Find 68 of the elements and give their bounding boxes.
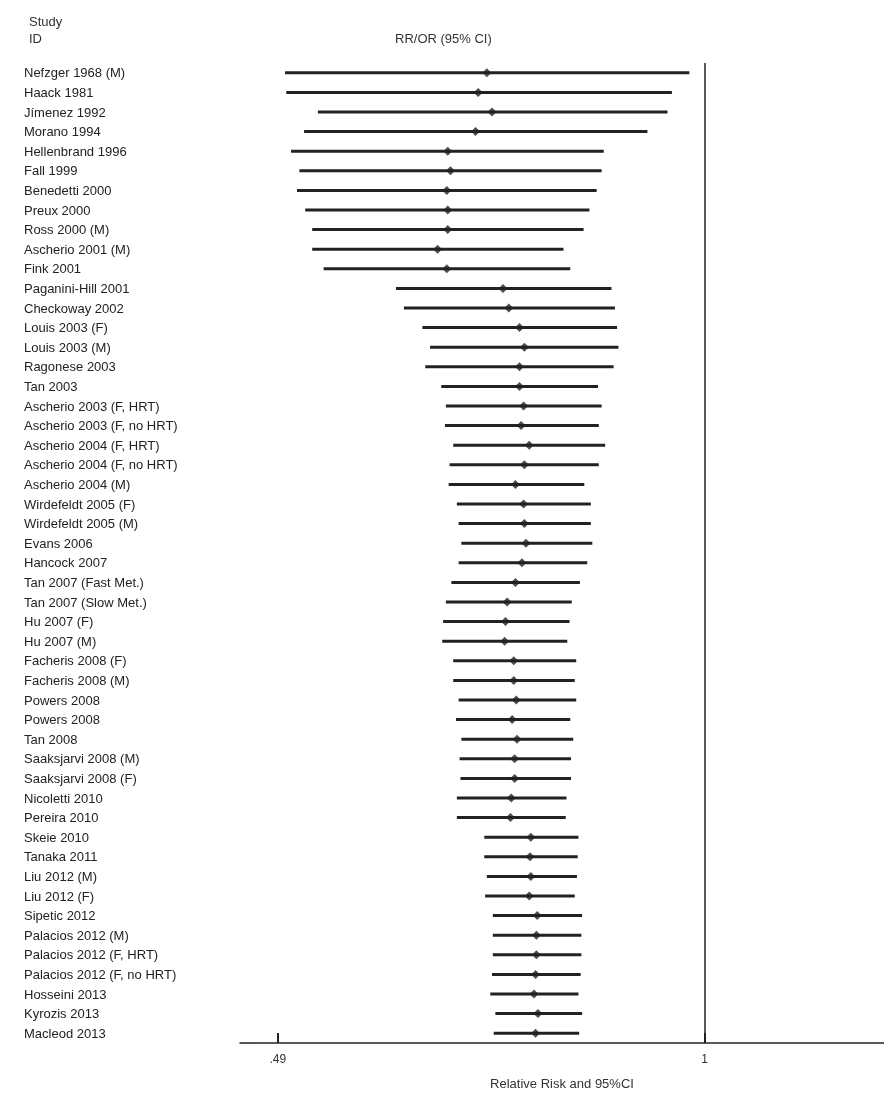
y-tick-label: Wirdefeldt 2005 (M) <box>24 516 139 532</box>
y-tick-label: Ascherio 2004 (F, no HRT) <box>24 457 178 473</box>
point <box>525 852 535 862</box>
y-tick-label: Morano 1994 <box>24 124 101 140</box>
y-tick-label: Powers 2008 <box>24 712 100 728</box>
point <box>517 558 527 568</box>
y-tick-label: Tan 2008 <box>24 731 78 747</box>
y-tick-label: Saaksjarvi 2008 (M) <box>24 751 140 767</box>
y-tick-label: Ascherio 2003 (F, HRT) <box>24 398 160 414</box>
point <box>524 440 534 450</box>
y-tick-label: Sipetic 2012 <box>24 908 96 924</box>
y-tick-label: Kyrozis 2013 <box>24 1006 100 1022</box>
x-axis-title: Relative Risk and 95%CI <box>490 1076 634 1091</box>
point <box>529 989 539 999</box>
y-tick-label: Paganini-Hill 2001 <box>24 280 130 296</box>
point <box>521 538 531 548</box>
y-tick-label: Preux 2000 <box>24 202 91 218</box>
y-tick-label: Ascherio 2001 (M) <box>24 241 131 257</box>
y-tick-label: Hancock 2007 <box>24 555 108 571</box>
y-axis-title: Study ID <box>29 14 66 46</box>
y-tick-label: Louis 2003 (F) <box>24 320 108 336</box>
y-tick-label: Haack 1981 <box>24 84 94 100</box>
y-tick-label: Fall 1999 <box>24 163 78 179</box>
point <box>509 656 519 666</box>
y-tick-label: Nicoletti 2010 <box>24 790 103 806</box>
y-tick-label: Facheris 2008 (M) <box>24 672 130 688</box>
x-tick-label: .49 <box>269 1052 287 1066</box>
y-tick-label: Saaksjarvi 2008 (F) <box>24 770 137 786</box>
y-tick-label: Nefzger 1968 (M) <box>24 65 126 81</box>
x-tick-label: 1 <box>701 1052 709 1066</box>
y-tick-label: Hellenbrand 1996 <box>24 143 127 159</box>
y-tick-label: Liu 2012 (F) <box>24 888 95 904</box>
y-tick-label: Facheris 2008 (F) <box>24 653 127 669</box>
point <box>487 107 497 117</box>
y-tick-label: Louis 2003 (M) <box>24 339 111 355</box>
y-tick-label: Liu 2012 (M) <box>24 868 97 884</box>
y-tick-label: Macleod 2013 <box>24 1025 106 1041</box>
point <box>526 832 536 842</box>
y-tick-label: Ascherio 2004 (F, HRT) <box>24 437 160 453</box>
y-tick-label: Benedetti 2000 <box>24 182 112 198</box>
y-tick-label: Wirdefeldt 2005 (F) <box>24 496 136 512</box>
y-tick-label: Ross 2000 (M) <box>24 222 110 238</box>
y-tick-label: Skeie 2010 <box>24 829 90 845</box>
point <box>442 264 452 274</box>
text: RR/OR (95% CI) <box>395 31 492 46</box>
y-tick-label: Powers 2008 <box>24 692 100 708</box>
y-tick-label: Hu 2007 (F) <box>24 614 94 630</box>
y-tick-label: Palacios 2012 (F, HRT) <box>24 947 159 963</box>
y-tick-label: Tan 2007 (Slow Met.) <box>24 594 147 610</box>
point <box>482 68 492 78</box>
y-tick-label: Palacios 2012 (M) <box>24 927 129 943</box>
y-tick-label: Ragonese 2003 <box>24 359 116 375</box>
y-tick-label: Tan 2003 <box>24 378 78 394</box>
y-tick-label: Checkoway 2002 <box>24 300 124 316</box>
y-tick-label: Evans 2006 <box>24 535 93 551</box>
y-tick-label: Hu 2007 (M) <box>24 633 97 649</box>
y-tick-label: Ascherio 2003 (F, no HRT) <box>24 418 178 434</box>
y-tick-label: Ascherio 2004 (M) <box>24 476 131 492</box>
y-tick-label: Palacios 2012 (F, no HRT) <box>24 966 177 982</box>
y-tick-label: Tanaka 2011 <box>24 849 98 865</box>
y-tick-label: Jímenez 1992 <box>24 104 106 120</box>
y-tick-label: Hosseini 2013 <box>24 986 107 1002</box>
y-tick-label: Fink 2001 <box>24 261 82 277</box>
y-tick-label: Tan 2007 (Fast Met.) <box>24 574 144 590</box>
point <box>443 146 453 156</box>
y-tick-label: Pereira 2010 <box>24 810 99 826</box>
point <box>502 597 512 607</box>
point <box>512 734 522 744</box>
